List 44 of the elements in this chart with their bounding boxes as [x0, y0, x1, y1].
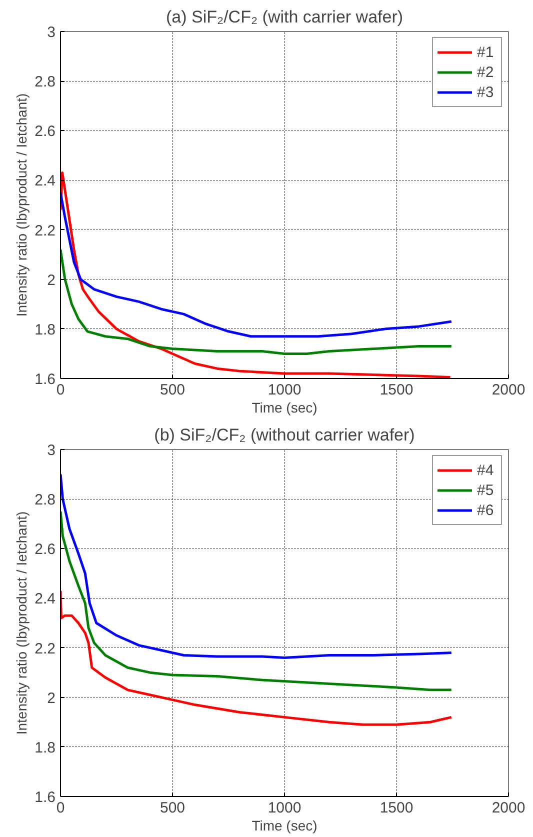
legend-label: #1: [477, 44, 495, 60]
y-axis-title: Intensity ratio (Ibyproduct / Ietchant): [14, 511, 30, 735]
x-tick-label: 1000: [268, 382, 302, 398]
x-tick-label: 0: [56, 382, 65, 398]
x-axis-title: Time (sec): [252, 818, 318, 834]
x-tick-label: 1500: [380, 800, 414, 816]
y-tick-label: 1.6: [34, 371, 56, 388]
legend-label: #3: [477, 84, 495, 100]
y-tick-label: 2.2: [34, 222, 56, 240]
legend-label: #4: [477, 462, 495, 478]
y-tick-label: 2.2: [34, 640, 56, 658]
line-series: [60, 172, 452, 378]
y-tick-label: 2.8: [34, 492, 56, 509]
y-tick-label: 3: [47, 442, 56, 459]
y-tick-label: 2: [47, 690, 56, 707]
x-tick-label: 1500: [380, 382, 414, 398]
line-series: [60, 191, 453, 338]
x-tick-label: 0: [56, 800, 65, 816]
y-tick-label: 2.6: [34, 123, 56, 140]
line-series: [60, 473, 453, 659]
y-axis-title: Intensity ratio (Ibyproduct / Ietchant): [14, 93, 30, 317]
y-tick-label: 2.4: [34, 172, 56, 190]
x-tick-label: 2000: [492, 800, 526, 816]
y-tick-label: 2.8: [34, 74, 56, 91]
line-series: [60, 510, 453, 692]
y-tick-label: 2: [47, 272, 56, 289]
chart-title: (a) SiF₂/CF₂ (with carrier wafer): [166, 8, 404, 26]
y-tick-label: 1.6: [34, 789, 56, 806]
y-tick-label: 2.6: [34, 541, 56, 558]
legend-label: #2: [477, 64, 495, 80]
chart-title: (b) SiF₂/CF₂ (without carrier wafer): [154, 426, 415, 444]
line-series: [60, 248, 453, 355]
x-tick-label: 500: [160, 382, 186, 398]
y-tick-label: 2.4: [34, 590, 56, 608]
x-tick-label: 500: [160, 800, 186, 816]
y-tick-label: 1.8: [34, 739, 56, 756]
x-tick-label: 1000: [268, 800, 302, 816]
x-axis-title: Time (sec): [252, 400, 318, 416]
y-tick-label: 3: [47, 24, 56, 41]
y-tick-label: 1.8: [34, 321, 56, 338]
legend-label: #6: [477, 502, 495, 518]
x-tick-label: 2000: [492, 382, 526, 398]
legend-label: #5: [477, 482, 495, 498]
line-series: [60, 590, 453, 726]
